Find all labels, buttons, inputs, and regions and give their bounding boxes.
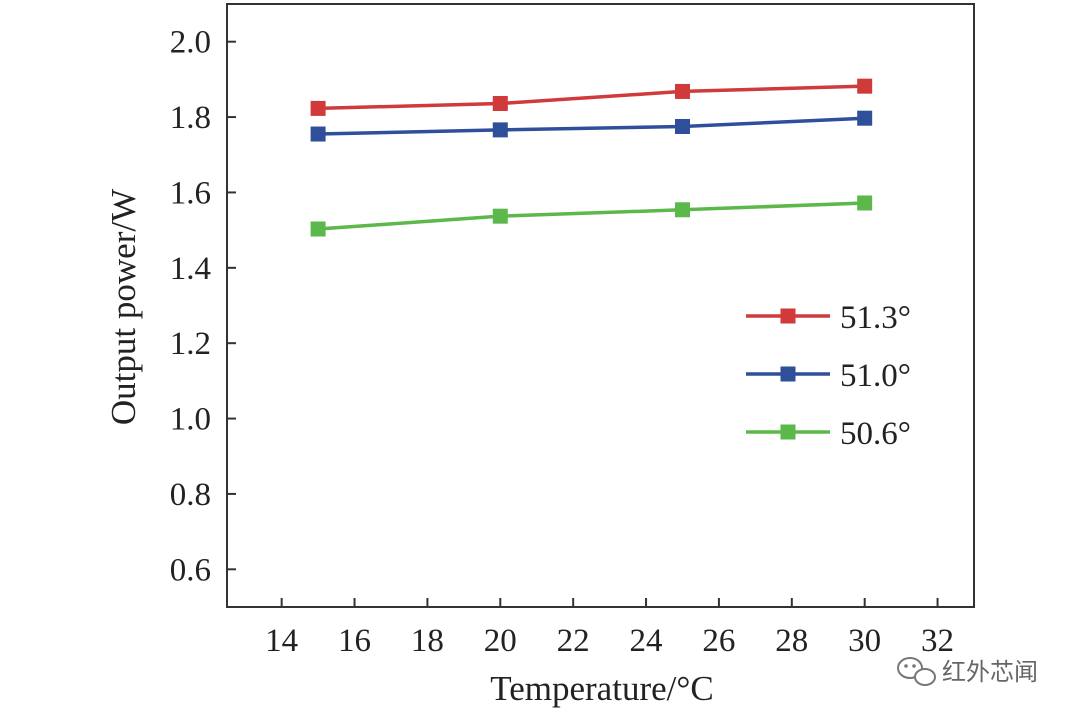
legend-item: 51.0° [746, 358, 911, 394]
data-point [857, 110, 873, 126]
legend-label: 51.3° [840, 300, 911, 336]
legend-label: 50.6° [840, 416, 911, 452]
x-tick-label: 22 [557, 623, 590, 659]
y-axis-title: Output power/W [104, 189, 143, 425]
y-tick-label: 1.2 [170, 326, 211, 362]
series-line [318, 116, 865, 136]
x-tick-label: 28 [775, 623, 808, 659]
y-tick-label: 1.0 [170, 402, 211, 438]
y-tick-label: 0.6 [170, 552, 211, 588]
wechat-icon [897, 657, 936, 686]
x-tick-label: 26 [702, 623, 735, 659]
y-tick-label: 1.6 [170, 175, 211, 211]
legend-item: 50.6° [746, 416, 911, 452]
legend: 51.3° 51.0° 50.6° [746, 300, 911, 452]
x-tick-label: 32 [921, 623, 954, 659]
data-point [492, 208, 508, 224]
axes-layer: 14 16 18 20 22 24 26 28 30 32 0.6 0.8 1.0 1.2 1.4 1.6 1.… [170, 3, 975, 659]
data-point [857, 78, 873, 94]
x-tick-label: 14 [265, 623, 298, 659]
data-point [310, 100, 326, 116]
watermark: 红外芯闻 [897, 657, 1038, 686]
x-tick-label: 18 [411, 623, 444, 659]
series-line [318, 84, 865, 111]
series-layer [310, 78, 873, 237]
x-tick-label: 20 [484, 623, 517, 659]
legend-marker [780, 308, 796, 324]
y-tick-label: 1.8 [170, 100, 211, 136]
x-tick-label: 24 [630, 623, 663, 659]
y-tick-label: 0.8 [170, 477, 211, 513]
y-tick-label: 2.0 [170, 25, 211, 61]
data-point [857, 195, 873, 211]
x-axis-title: Temperature/°C [490, 669, 713, 708]
data-point [492, 122, 508, 138]
data-point [674, 202, 690, 218]
data-point [310, 126, 326, 142]
legend-item: 51.3° [746, 300, 911, 336]
watermark-text: 红外芯闻 [942, 658, 1038, 686]
y-tick-label: 1.4 [170, 251, 211, 287]
data-point [492, 95, 508, 111]
series-line [317, 201, 865, 231]
data-point [674, 118, 690, 134]
legend-label: 51.0° [840, 358, 911, 394]
x-tick-label: 16 [338, 623, 371, 659]
data-point [674, 83, 690, 99]
legend-marker [780, 366, 796, 382]
data-point [310, 221, 326, 237]
plot-frame [226, 3, 975, 608]
legend-marker [780, 424, 796, 440]
x-tick-label: 30 [848, 623, 881, 659]
